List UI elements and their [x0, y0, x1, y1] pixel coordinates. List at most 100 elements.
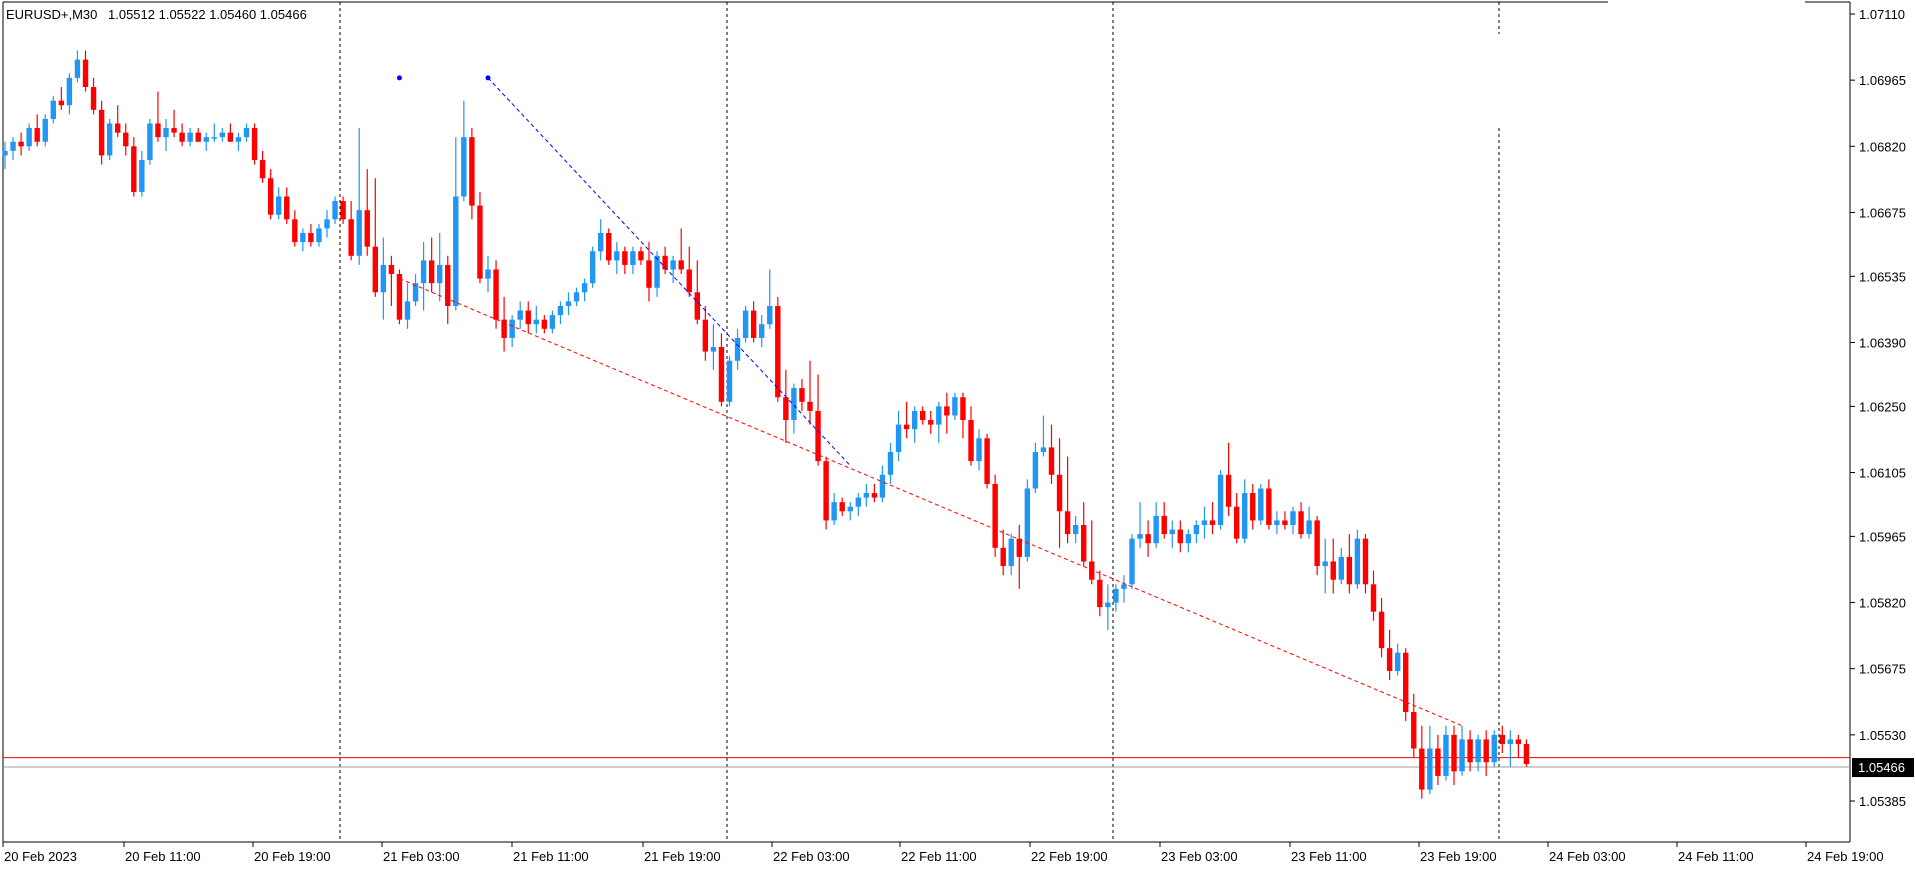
candle — [1225, 442, 1232, 516]
candle-body — [259, 159, 266, 179]
candle — [928, 410, 934, 434]
candle-body — [887, 451, 894, 475]
candle-body — [219, 132, 226, 138]
candle-body — [98, 109, 105, 156]
candle — [445, 255, 451, 325]
candle-body — [1290, 511, 1296, 525]
red-trendline-anchor[interactable] — [396, 276, 402, 282]
candle-body — [235, 137, 242, 142]
candle — [26, 123, 32, 151]
candle — [517, 301, 523, 329]
price-tick-label: 1.06965 — [1859, 73, 1906, 88]
candle-body — [485, 269, 491, 279]
candle-body — [815, 410, 821, 462]
candle — [710, 324, 717, 370]
candle-body — [203, 137, 209, 142]
candle-body — [839, 502, 845, 512]
candle-body — [1322, 561, 1328, 567]
candle-body — [936, 406, 942, 425]
candle-body — [412, 283, 419, 302]
candle-body — [1451, 734, 1457, 772]
candle — [1346, 534, 1353, 594]
candle — [1354, 529, 1361, 589]
candle — [1330, 538, 1336, 594]
candle — [630, 246, 636, 275]
candle-body — [710, 347, 717, 352]
candle-body — [1282, 520, 1288, 525]
candle-body — [1161, 515, 1167, 535]
candle — [1153, 502, 1159, 548]
candle — [976, 429, 982, 471]
candles-layer — [2, 50, 1530, 799]
candle-body — [82, 59, 89, 87]
candle-body — [1193, 524, 1200, 535]
blue-trendline[interactable] — [487, 77, 851, 467]
candle-body — [718, 347, 725, 402]
candle-body — [1499, 734, 1505, 744]
candle-body — [557, 305, 564, 316]
candle — [533, 305, 539, 334]
candle — [171, 109, 177, 138]
time-tick-label: 23 Feb 19:00 — [1420, 849, 1497, 864]
candle — [1507, 730, 1514, 767]
candle-body — [276, 196, 282, 215]
candle — [1048, 424, 1055, 484]
candle — [573, 287, 580, 306]
candle-body — [1048, 447, 1055, 475]
candle-body — [477, 205, 483, 279]
price-tick-label: 1.06105 — [1859, 466, 1906, 481]
candle — [485, 255, 491, 293]
blue-trendline-anchor[interactable] — [485, 75, 491, 81]
candle-body — [911, 410, 918, 430]
candle — [1032, 442, 1039, 494]
candle-body — [74, 59, 81, 78]
candle — [815, 374, 821, 466]
candle — [541, 315, 548, 334]
time-tick-label: 22 Feb 11:00 — [901, 849, 977, 864]
candle — [1403, 648, 1409, 722]
price-tick-label: 1.06675 — [1859, 205, 1906, 220]
candle-body — [1459, 739, 1465, 772]
candle — [557, 301, 564, 325]
candle — [211, 123, 217, 142]
candle-body — [66, 77, 73, 106]
candle-body — [565, 301, 572, 306]
candle — [702, 305, 709, 361]
candle — [525, 301, 531, 334]
candle — [920, 406, 926, 425]
candle — [1491, 730, 1497, 767]
candle — [1217, 470, 1224, 530]
candle-body — [445, 264, 451, 306]
candle-body — [1507, 739, 1514, 744]
candle — [364, 169, 370, 256]
candle — [509, 315, 515, 348]
candle-body — [1467, 739, 1473, 763]
candle — [1258, 483, 1264, 525]
candle-body — [1443, 734, 1449, 776]
candle-body — [541, 319, 548, 329]
price-tick-label: 1.05385 — [1859, 794, 1906, 809]
time-tick-label: 20 Feb 19:00 — [254, 849, 331, 864]
red-trendline[interactable] — [399, 278, 1463, 727]
candle — [195, 128, 201, 142]
candle-body — [1483, 739, 1489, 763]
candle — [694, 260, 700, 325]
candle — [944, 392, 950, 434]
candle — [799, 378, 805, 411]
candle-body — [903, 424, 910, 430]
candle-body — [863, 493, 870, 498]
candle-body — [1258, 488, 1264, 521]
candle — [968, 406, 974, 466]
candle-body — [1427, 748, 1433, 790]
candle — [203, 132, 209, 151]
blue-marker-point[interactable] — [396, 75, 402, 81]
candle-body — [581, 283, 588, 293]
candle-body — [356, 210, 362, 256]
candle — [276, 187, 282, 220]
candle-body — [1435, 748, 1441, 776]
candle-body — [968, 420, 974, 462]
candle — [219, 128, 226, 142]
